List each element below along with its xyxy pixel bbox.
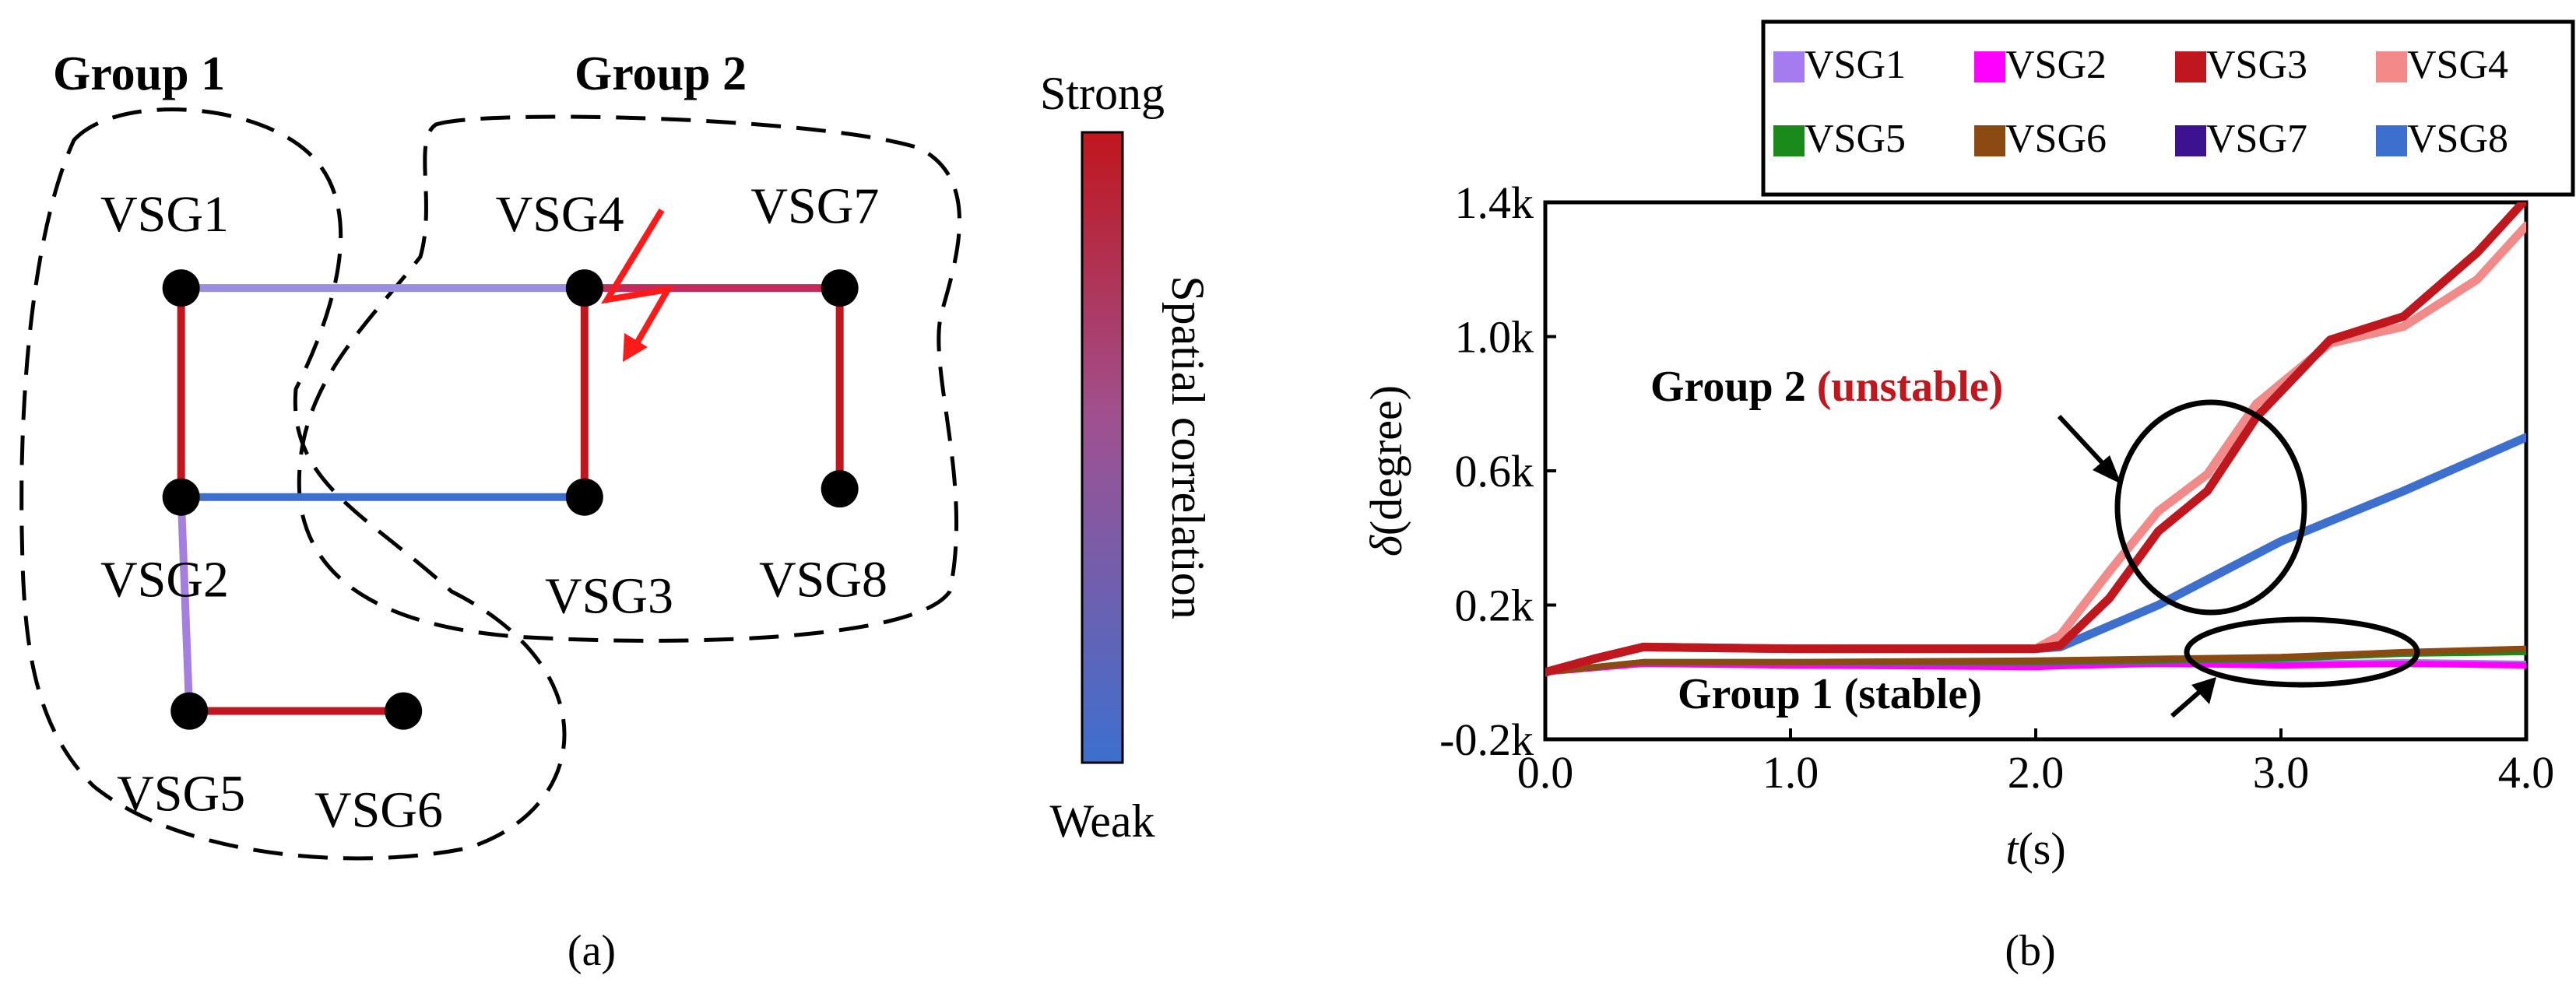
node-label-vsg6: VSG6: [315, 782, 443, 839]
x-axis-label-unit: (s): [2018, 823, 2065, 874]
group2-boundary: [297, 114, 961, 643]
colorbar-bottom-label: Weak: [1049, 795, 1154, 847]
legend-swatch-vsg8: [2376, 125, 2407, 156]
x-tick-label: 3.0: [2253, 747, 2310, 798]
panel-a-network-diagram: Group 1 Group 2 VSG1 VSG2 VSG3 VSG4 VSG5 VSG6…: [19, 47, 1214, 975]
edges: [177, 284, 844, 715]
group2-annotation: Group 2 (unstable): [1650, 363, 2003, 411]
colorbar: Strong Weak Spatial correlation: [1040, 68, 1214, 847]
node-label-vsg2: VSG2: [100, 551, 229, 608]
caption-a: (a): [568, 927, 616, 975]
legend-label-vsg3: VSG3: [2206, 43, 2307, 87]
caption-b: (b): [2005, 927, 2055, 975]
axis-ticks: 0.0 1.0 2.0 3.0 4.0 -0.2k 0.2k 0.6k 1.0k 1.4k: [1439, 177, 2554, 798]
node-vsg5: [170, 692, 209, 730]
y-axis-label: δ(degree): [1361, 385, 1411, 556]
legend-swatch-vsg3: [2175, 51, 2206, 82]
x-axis-label: t(s): [2005, 823, 2065, 874]
y-tick-label: 0.6k: [1455, 446, 1534, 496]
legend-label-vsg4: VSG4: [2407, 43, 2508, 87]
legend-swatch-vsg4: [2376, 51, 2407, 82]
fault-marker-icon: [601, 208, 674, 362]
node-vsg6: [385, 692, 423, 730]
legend-label-vsg6: VSG6: [2005, 117, 2107, 161]
panel-b-chart: VSG1 VSG2 VSG3 VSG4 VSG5 VSG6 VSG7 VSG8 0.0 1.0 2…: [1361, 19, 2575, 975]
legend-swatch-vsg5: [1773, 125, 1805, 156]
group1-boundary: [19, 107, 567, 861]
legend-label-vsg8: VSG8: [2407, 117, 2508, 161]
colorbar-axis-label: Spatial correlation: [1162, 275, 1214, 619]
y-tick-label: 1.0k: [1455, 312, 1534, 363]
node-vsg4: [565, 269, 603, 307]
legend-box: [1761, 19, 2575, 197]
group1-annotation: Group 1 (stable): [1678, 670, 1982, 718]
x-tick-label: 0.0: [1517, 747, 1574, 798]
legend-label-vsg1: VSG1: [1805, 43, 1906, 87]
legend-swatch-vsg6: [1974, 125, 2005, 156]
node-label-vsg5: VSG5: [117, 765, 245, 822]
node-vsg3: [565, 478, 603, 516]
y-tick-label: 0.2k: [1455, 581, 1534, 631]
x-tick-label: 4.0: [2498, 747, 2555, 798]
node-vsg8: [821, 470, 859, 508]
node-vsg1: [162, 269, 200, 307]
legend-label-vsg2: VSG2: [2005, 43, 2107, 87]
group1-label: Group 1: [53, 47, 225, 100]
node-label-vsg7: VSG7: [750, 177, 879, 234]
colorbar-top-label: Strong: [1040, 68, 1165, 119]
node-label-vsg8: VSG8: [759, 551, 887, 608]
colorbar-gradient: [1081, 131, 1124, 764]
node-vsg7: [821, 269, 859, 307]
node-label-vsg4: VSG4: [496, 186, 624, 243]
y-tick-label: 1.4k: [1455, 177, 1534, 228]
x-axis-label-var: t: [2005, 823, 2019, 874]
legend-label-vsg5: VSG5: [1805, 117, 1906, 161]
legend-label-vsg7: VSG7: [2206, 117, 2307, 161]
group2-highlight-ellipse: [2114, 399, 2307, 616]
node-vsg2: [162, 478, 200, 516]
series-line-vsg6: [1545, 645, 2526, 675]
legend-swatch-vsg2: [1974, 51, 2005, 82]
legend-swatch-vsg1: [1773, 51, 1805, 82]
y-tick-label: -0.2k: [1439, 714, 1534, 765]
group2-annotation-prefix: Group 2: [1650, 363, 1817, 411]
node-label-vsg3: VSG3: [545, 568, 673, 625]
group2-annotation-status: (unstable): [1817, 363, 2004, 411]
nodes: VSG1 VSG2 VSG3 VSG4 VSG5 VSG6 VSG7 VSG8: [100, 177, 887, 838]
group1-highlight-ellipse: [2184, 616, 2420, 688]
y-axis-label-var: δ: [1361, 535, 1411, 556]
legend-swatch-vsg7: [2175, 125, 2206, 156]
group1-annotation-arrow-icon: [2170, 677, 2216, 718]
x-tick-label: 1.0: [1762, 747, 1819, 798]
x-tick-label: 2.0: [2008, 747, 2065, 798]
group2-annotation-arrow-icon: [2057, 414, 2121, 484]
node-label-vsg1: VSG1: [100, 186, 229, 243]
edge-vsg2-vsg5: [177, 496, 194, 711]
legend: VSG1 VSG2 VSG3 VSG4 VSG5 VSG6 VSG7 VSG8: [1773, 43, 2508, 161]
group2-label: Group 2: [575, 47, 747, 100]
y-axis-label-unit: (degree): [1361, 385, 1411, 535]
